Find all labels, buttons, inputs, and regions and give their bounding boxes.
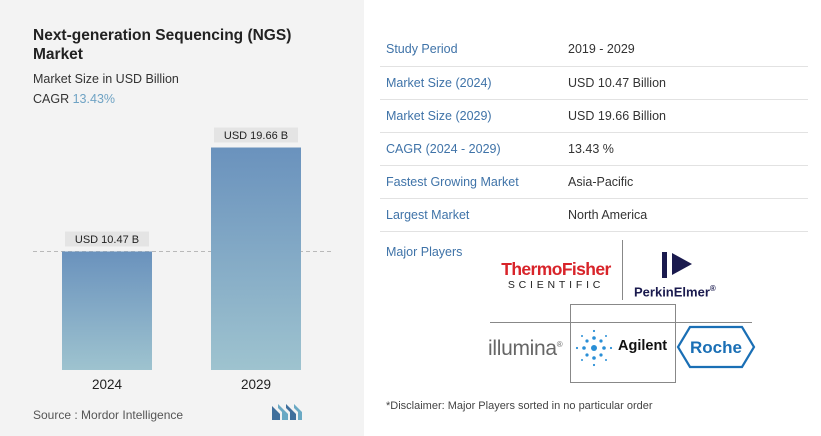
illumina-registered: ® (556, 340, 563, 349)
x-tick-label: 2029 (241, 377, 271, 392)
cagr-value: 13.43% (72, 92, 116, 106)
thermo-fisher-logo: ThermoFisher SCIENTIFIC (490, 259, 622, 291)
data-label-bg (65, 231, 149, 247)
market-info-table: Study Period 2019 - 2029 Market Size (2024… (380, 33, 808, 232)
source-note: Source : Mordor Intelligence (33, 408, 184, 422)
major-players-label: Major Players (386, 245, 463, 259)
roche-logo: Roche (676, 325, 756, 369)
info-value: North America (568, 198, 808, 232)
logo-divider (490, 322, 752, 323)
chart-subtitle: Market Size in USD Billion (33, 72, 179, 86)
mordor-logo-icon (272, 404, 302, 420)
bar-2029 (211, 147, 301, 370)
illumina-text: illumina (488, 337, 557, 360)
info-value: USD 10.47 Billion (568, 66, 808, 100)
cagr-label: CAGR (33, 92, 70, 106)
info-value: Asia-Pacific (568, 165, 808, 199)
info-value: USD 19.66 Billion (568, 99, 808, 133)
perkinelmer-registered: ® (709, 284, 716, 293)
logo-divider (622, 240, 623, 300)
data-label: USD 10.47 B (75, 234, 139, 246)
info-row: Study Period 2019 - 2029 (380, 33, 808, 67)
data-label-bg (214, 127, 298, 143)
bar-chart: USD 10.47 B 2024 USD 19.66 B 2029 (33, 127, 332, 392)
info-row: Market Size (2024) USD 10.47 Billion (380, 66, 808, 100)
info-value: 2019 - 2029 (568, 33, 808, 67)
info-key: Fastest Growing Market (380, 165, 568, 199)
roche-name: Roche (690, 338, 742, 357)
info-key: Market Size (2024) (380, 66, 568, 100)
info-row: Market Size (2029) USD 19.66 Billion (380, 99, 808, 133)
x-tick-label: 2024 (92, 377, 123, 392)
info-row: Fastest Growing Market Asia-Pacific (380, 165, 808, 199)
info-key: Largest Market (380, 198, 568, 232)
logo-divider (570, 382, 676, 383)
agilent-spark-icon (575, 329, 613, 367)
cagr-line: CAGR 13.43% (33, 92, 115, 106)
info-row: Largest Market North America (380, 198, 808, 232)
data-label: USD 19.66 B (224, 130, 288, 142)
perkinelmer-logo: PerkinElmer® (628, 250, 756, 300)
logo-divider (570, 304, 676, 305)
thermo-fisher-scientific: SCIENTIFIC (507, 279, 605, 291)
bar-2024 (62, 251, 152, 370)
agilent-name: Agilent (618, 338, 668, 354)
disclaimer: *Disclaimer: Major Players sorted in no … (386, 400, 653, 412)
info-row: CAGR (2024 - 2029) 13.43 % (380, 132, 808, 166)
info-key: Study Period (380, 33, 568, 67)
info-key: Market Size (2029) (380, 99, 568, 133)
illumina-logo: illumina® (488, 337, 563, 361)
logo-divider (675, 304, 676, 382)
logo-divider (570, 304, 571, 382)
perkinelmer-name: PerkinElmer® (634, 284, 716, 299)
thermo-fisher-name: ThermoFisher (501, 259, 611, 279)
perkinelmer-mark-icon (662, 252, 692, 278)
perkinelmer-text: PerkinElmer (634, 284, 710, 300)
chart-title: Next-generation Sequencing (NGS) Market (33, 27, 292, 63)
info-key: CAGR (2024 - 2029) (380, 132, 568, 166)
agilent-logo: Agilent (570, 326, 676, 370)
market-chart-panel (0, 0, 364, 436)
info-value: 13.43 % (568, 132, 808, 166)
